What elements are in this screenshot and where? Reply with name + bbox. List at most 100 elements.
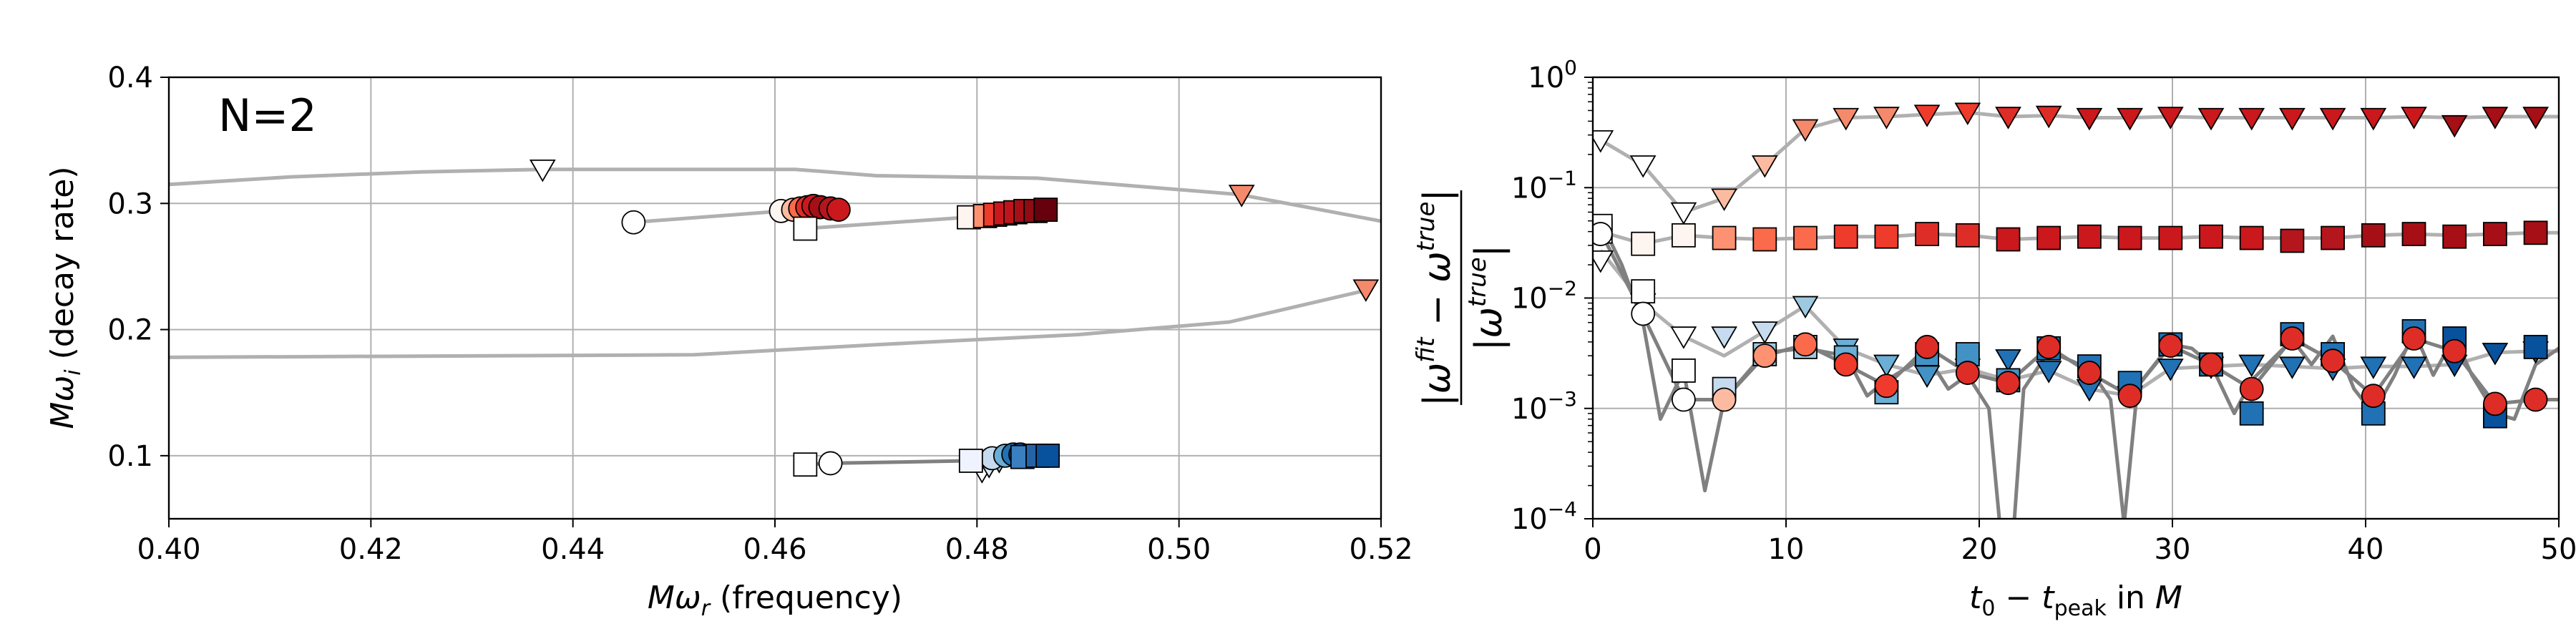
- right-triangle-marker: [1995, 107, 2021, 130]
- right-square-marker: [1874, 224, 1899, 249]
- right-triangle-marker: [2482, 107, 2509, 130]
- left-x-tick-label: 0.42: [339, 533, 403, 566]
- left-y-tick-label: 0.3: [107, 187, 153, 220]
- left-x-tick-label: 0.44: [541, 533, 605, 566]
- right-x-tick-label: 40: [2348, 533, 2384, 566]
- left-circle-marker: [818, 451, 843, 476]
- left-panel: 0.40 0.42 0.44 0.46 0.48 0.50 0.520.10.20.30.4…: [44, 62, 1413, 621]
- left-circle-marker: [826, 197, 851, 223]
- right-triangle-marker: [1792, 296, 1819, 319]
- right-ticks: 0 10 20 30 40 50 10−4 10−3 10−2 10−1 100: [1511, 56, 2576, 566]
- right-triangle-marker: [2035, 105, 2062, 129]
- right-circle-marker: [2401, 326, 2426, 351]
- right-triangle-marker: [2360, 356, 2387, 379]
- right-triangle-marker: [1751, 155, 1778, 178]
- right-square-marker: [2523, 220, 2548, 245]
- right-triangle-marker: [1593, 250, 1614, 273]
- right-square-marker: [1631, 279, 1656, 304]
- right-circle-marker: [2361, 384, 2386, 409]
- right-circle-marker: [2117, 384, 2142, 409]
- right-circle-marker: [2199, 352, 2223, 377]
- right-markers: [1593, 102, 2549, 429]
- right-triangle-marker: [2279, 107, 2306, 131]
- right-triangle-marker: [2157, 107, 2184, 130]
- right-y-label-denominator: |ωtrue|: [1463, 245, 1511, 351]
- right-triangle-marker: [2482, 343, 2509, 366]
- right-triangle-marker: [2319, 107, 2346, 131]
- right-circle-marker: [2077, 361, 2102, 385]
- right-square-marker: [1915, 222, 1940, 246]
- right-y-tick-label: 10−1: [1511, 166, 1577, 205]
- left-x-tick-label: 0.40: [137, 533, 200, 566]
- right-square-marker: [1955, 223, 1980, 248]
- left-triangle-marker: [1228, 185, 1255, 208]
- right-y-tick-label: 10−4: [1511, 497, 1577, 536]
- right-square-marker: [2321, 225, 2346, 250]
- right-y-tick-label: 10−3: [1511, 387, 1577, 426]
- right-circle-marker: [1671, 387, 1696, 412]
- right-triangle-marker: [2522, 107, 2549, 130]
- right-triangle-marker: [1593, 130, 1614, 153]
- right-square-marker: [2523, 335, 2548, 359]
- right-triangle-marker: [1833, 107, 1860, 131]
- right-triangle-marker: [2238, 107, 2265, 131]
- left-square-marker: [793, 216, 818, 241]
- right-circle-marker: [2321, 348, 2346, 374]
- left-y-tick-label: 0.4: [107, 62, 153, 94]
- right-triangle-marker: [2238, 354, 2265, 378]
- right-triangle-marker: [1751, 321, 1778, 344]
- right-y-tick-label: 100: [1528, 56, 1577, 94]
- right-square-marker: [2158, 225, 2183, 250]
- right-circle-marker: [1874, 374, 1899, 399]
- right-x-tick-label: 0: [1584, 533, 1601, 566]
- left-markers: [529, 159, 1380, 484]
- left-triangle-marker: [529, 159, 556, 182]
- right-square-marker: [1752, 227, 1777, 252]
- right-square-marker: [2239, 401, 2264, 426]
- right-square-marker: [2036, 225, 2062, 250]
- right-circle-marker: [1915, 335, 1940, 359]
- right-x-tick-label: 20: [1961, 533, 1998, 566]
- left-annotation: N=2: [218, 89, 317, 142]
- right-triangle-marker: [1873, 354, 1900, 378]
- right-circle-marker: [1593, 222, 1613, 246]
- right-panel: 0 10 20 30 40 50 10−4 10−3 10−2 10−1 100 t0 − tpea…: [1412, 56, 2576, 621]
- right-triangle-marker: [2076, 107, 2103, 131]
- right-triangle-marker: [1995, 349, 2021, 372]
- left-square-marker: [1033, 197, 1058, 223]
- right-circle-marker: [2523, 387, 2548, 412]
- right-circle-marker: [1752, 343, 1777, 369]
- right-square-marker: [2442, 224, 2467, 249]
- right-square-marker: [1671, 223, 1696, 248]
- left-triangle-marker: [1352, 279, 1380, 302]
- left-y-tick-label: 0.2: [107, 314, 153, 347]
- right-square-marker: [1793, 225, 1818, 250]
- right-square-marker: [2482, 222, 2507, 246]
- right-circle-marker: [1712, 387, 1737, 412]
- left-x-tick-label: 0.46: [743, 533, 806, 566]
- right-triangle-marker: [2441, 114, 2468, 138]
- left-square-marker: [958, 449, 983, 473]
- right-square-marker: [1631, 231, 1656, 256]
- right-triangle-marker: [1792, 119, 1819, 142]
- right-square-marker: [1671, 358, 1696, 383]
- left-series-line: [169, 287, 1372, 359]
- right-square-marker: [2117, 225, 2142, 250]
- right-circle-marker: [2482, 391, 2507, 416]
- left-series-line: [169, 167, 1381, 223]
- right-triangle-marker: [1629, 155, 1657, 178]
- left-y-tick-label: 0.1: [107, 440, 153, 473]
- right-triangle-marker: [2401, 107, 2427, 130]
- left-square-marker: [1035, 443, 1060, 468]
- right-square-marker: [1833, 224, 1858, 249]
- left-ticks: 0.40 0.42 0.44 0.46 0.48 0.50 0.52 0.1 0.2 0.3 0.4: [107, 62, 1413, 566]
- right-triangle-marker: [1711, 188, 1737, 211]
- right-square-marker: [2077, 224, 2102, 249]
- left-y-axis-label: Mωi (decay rate): [44, 166, 86, 429]
- right-square-marker: [2361, 223, 2386, 248]
- left-x-tick-label: 0.48: [945, 533, 1009, 566]
- right-triangle-marker: [1670, 202, 1697, 225]
- right-square-marker: [2401, 222, 2426, 246]
- right-square-marker: [1712, 225, 1737, 250]
